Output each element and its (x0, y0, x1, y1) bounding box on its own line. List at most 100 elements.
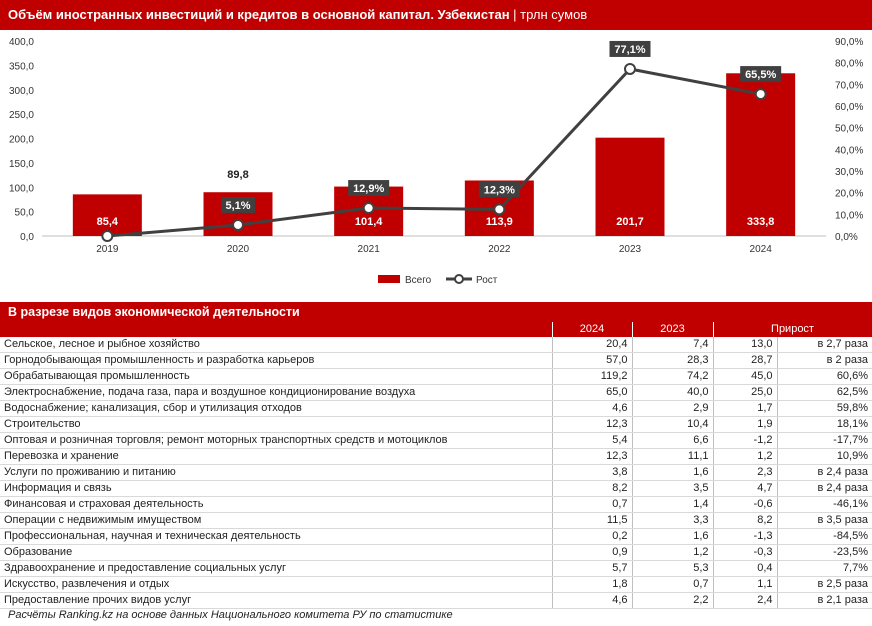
value-2023: 3,3 (632, 512, 714, 529)
legend-bar-label: Всего (405, 275, 432, 286)
y-left-tick-label: 100,0 (9, 183, 34, 194)
growth-value-label: 12,3% (484, 184, 515, 196)
bar-value-label: 85,4 (97, 216, 119, 228)
growth-abs: 2,3 (713, 464, 778, 481)
growth-label-box (609, 40, 651, 57)
y-right-tick-label: 70,0% (835, 80, 863, 91)
growth-abs: 13,0 (713, 337, 778, 353)
value-2023: 5,3 (632, 560, 714, 577)
value-2024: 3,8 (552, 464, 633, 481)
bar-value-label: 201,7 (616, 216, 644, 228)
growth-pct: в 2,4 раза (777, 480, 872, 497)
section-header: В разрезе видов экономической деятельнос… (0, 302, 872, 322)
x-tick-label: 2022 (488, 244, 511, 255)
table-header-2024: 2024 (552, 322, 633, 337)
bar-total (595, 137, 665, 236)
y-right-tick-label: 90,0% (835, 37, 863, 48)
legend-bar-swatch (378, 275, 400, 283)
table-row: Перевозка и хранение 12,3 11,1 1,2 10,9% (0, 448, 872, 465)
investment-chart: 0,0 50,0 100,0 150,0 200,0 250,0 300,0 350,0 400… (9, 37, 863, 286)
growth-abs: -0,6 (713, 496, 778, 513)
growth-pct: 62,5% (777, 384, 872, 401)
bar-value-label: 101,4 (355, 216, 383, 228)
growth-label-box (478, 181, 520, 198)
value-2024: 20,4 (552, 337, 633, 353)
x-tick-label: 2024 (750, 244, 773, 255)
activity-name: Горнодобывающая промышленность и разрабо… (0, 352, 553, 369)
bar-value-label: 113,9 (486, 216, 513, 228)
growth-abs: 8,2 (713, 512, 778, 529)
growth-point (624, 62, 636, 75)
growth-abs: -0,3 (713, 544, 778, 561)
bar-value-label: 89,8 (227, 169, 248, 181)
growth-pct: в 2,4 раза (777, 464, 872, 481)
chart-title: Объём иностранных инвестиций и кредитов … (8, 7, 588, 22)
value-2023: 2,9 (632, 400, 714, 417)
growth-pct: 59,8% (777, 400, 872, 417)
growth-pct: в 2,5 раза (777, 576, 872, 593)
growth-line (107, 67, 761, 238)
growth-label-box (221, 196, 255, 213)
table-row: Электроснабжение, подача газа, пара и во… (0, 384, 872, 401)
activity-name: Перевозка и хранение (0, 448, 553, 465)
activity-table: 2024 2023 Прирост Сельское, лесное и рыб… (0, 322, 872, 609)
value-2024: 4,6 (552, 592, 633, 609)
activity-name: Операции с недвижимым имуществом (0, 512, 553, 529)
y-right-tick-label: 10,0% (835, 210, 863, 221)
activity-name: Обрабатывающая промышленность (0, 368, 553, 385)
activity-name: Финансовая и страховая деятельность (0, 496, 553, 513)
value-2024: 0,9 (552, 544, 633, 561)
growth-point (362, 202, 375, 215)
table-row: Оптовая и розничная торговля; ремонт мот… (0, 432, 872, 449)
table-row: Горнодобывающая промышленность и разрабо… (0, 352, 872, 369)
table-header-2023: 2023 (632, 322, 714, 337)
growth-point (493, 203, 506, 216)
value-2023: 10,4 (632, 416, 714, 433)
table-header-activity (0, 322, 553, 337)
y-left-tick-label: 0,0 (20, 232, 34, 243)
bar-value-label: 333,8 (747, 216, 775, 228)
y-left-tick-label: 250,0 (9, 110, 34, 121)
growth-pct: 18,1% (777, 416, 872, 433)
value-2023: 28,3 (632, 352, 714, 369)
value-2024: 5,4 (552, 432, 633, 449)
growth-pct: -17,7% (777, 432, 872, 449)
value-2023: 11,1 (632, 448, 714, 465)
value-2024: 1,8 (552, 576, 633, 593)
growth-abs: 4,7 (713, 480, 778, 497)
table-row: Профессиональная, научная и техническая … (0, 528, 872, 545)
value-2024: 65,0 (552, 384, 633, 401)
growth-abs: 1,1 (713, 576, 778, 593)
growth-pct: в 2,7 раза (777, 337, 872, 353)
growth-abs: 0,4 (713, 560, 778, 577)
x-tick-label: 2021 (358, 244, 381, 255)
activity-name: Сельское, лесное и рыбное хозяйство (0, 337, 553, 353)
value-2024: 5,7 (552, 560, 633, 577)
activity-name: Электроснабжение, подача газа, пара и во… (0, 384, 553, 401)
y-left-tick-label: 50,0 (15, 208, 35, 219)
source-note: Расчёты Ranking.kz на основе данных Наци… (8, 609, 453, 621)
value-2024: 119,2 (552, 368, 633, 385)
growth-abs: -1,2 (713, 432, 778, 449)
y-right-tick-label: 50,0% (835, 124, 863, 135)
growth-pct: -84,5% (777, 528, 872, 545)
growth-pct: в 3,5 раза (777, 512, 872, 529)
y-right-tick-label: 0,0% (835, 232, 858, 243)
x-tick-label: 2020 (227, 244, 250, 255)
legend-line-marker (454, 274, 464, 284)
value-2024: 8,2 (552, 480, 633, 497)
x-tick-label: 2023 (619, 244, 642, 255)
growth-label-box (348, 180, 390, 197)
y-right-tick-label: 60,0% (835, 102, 863, 113)
growth-value-label: 5,1% (225, 200, 250, 212)
growth-abs: 45,0 (713, 368, 778, 385)
x-tick-label: 2019 (96, 244, 119, 255)
growth-abs: 1,7 (713, 400, 778, 417)
growth-pct: в 2 раза (777, 352, 872, 369)
growth-value-label: 77,1% (614, 44, 645, 56)
activity-table-body: 2024 2023 Прирост Сельское, лесное и рыб… (0, 322, 872, 609)
y-right-tick-label: 80,0% (835, 59, 863, 70)
growth-abs: 1,9 (713, 416, 778, 433)
growth-abs: -1,3 (713, 528, 778, 545)
value-2024: 12,3 (552, 416, 633, 433)
